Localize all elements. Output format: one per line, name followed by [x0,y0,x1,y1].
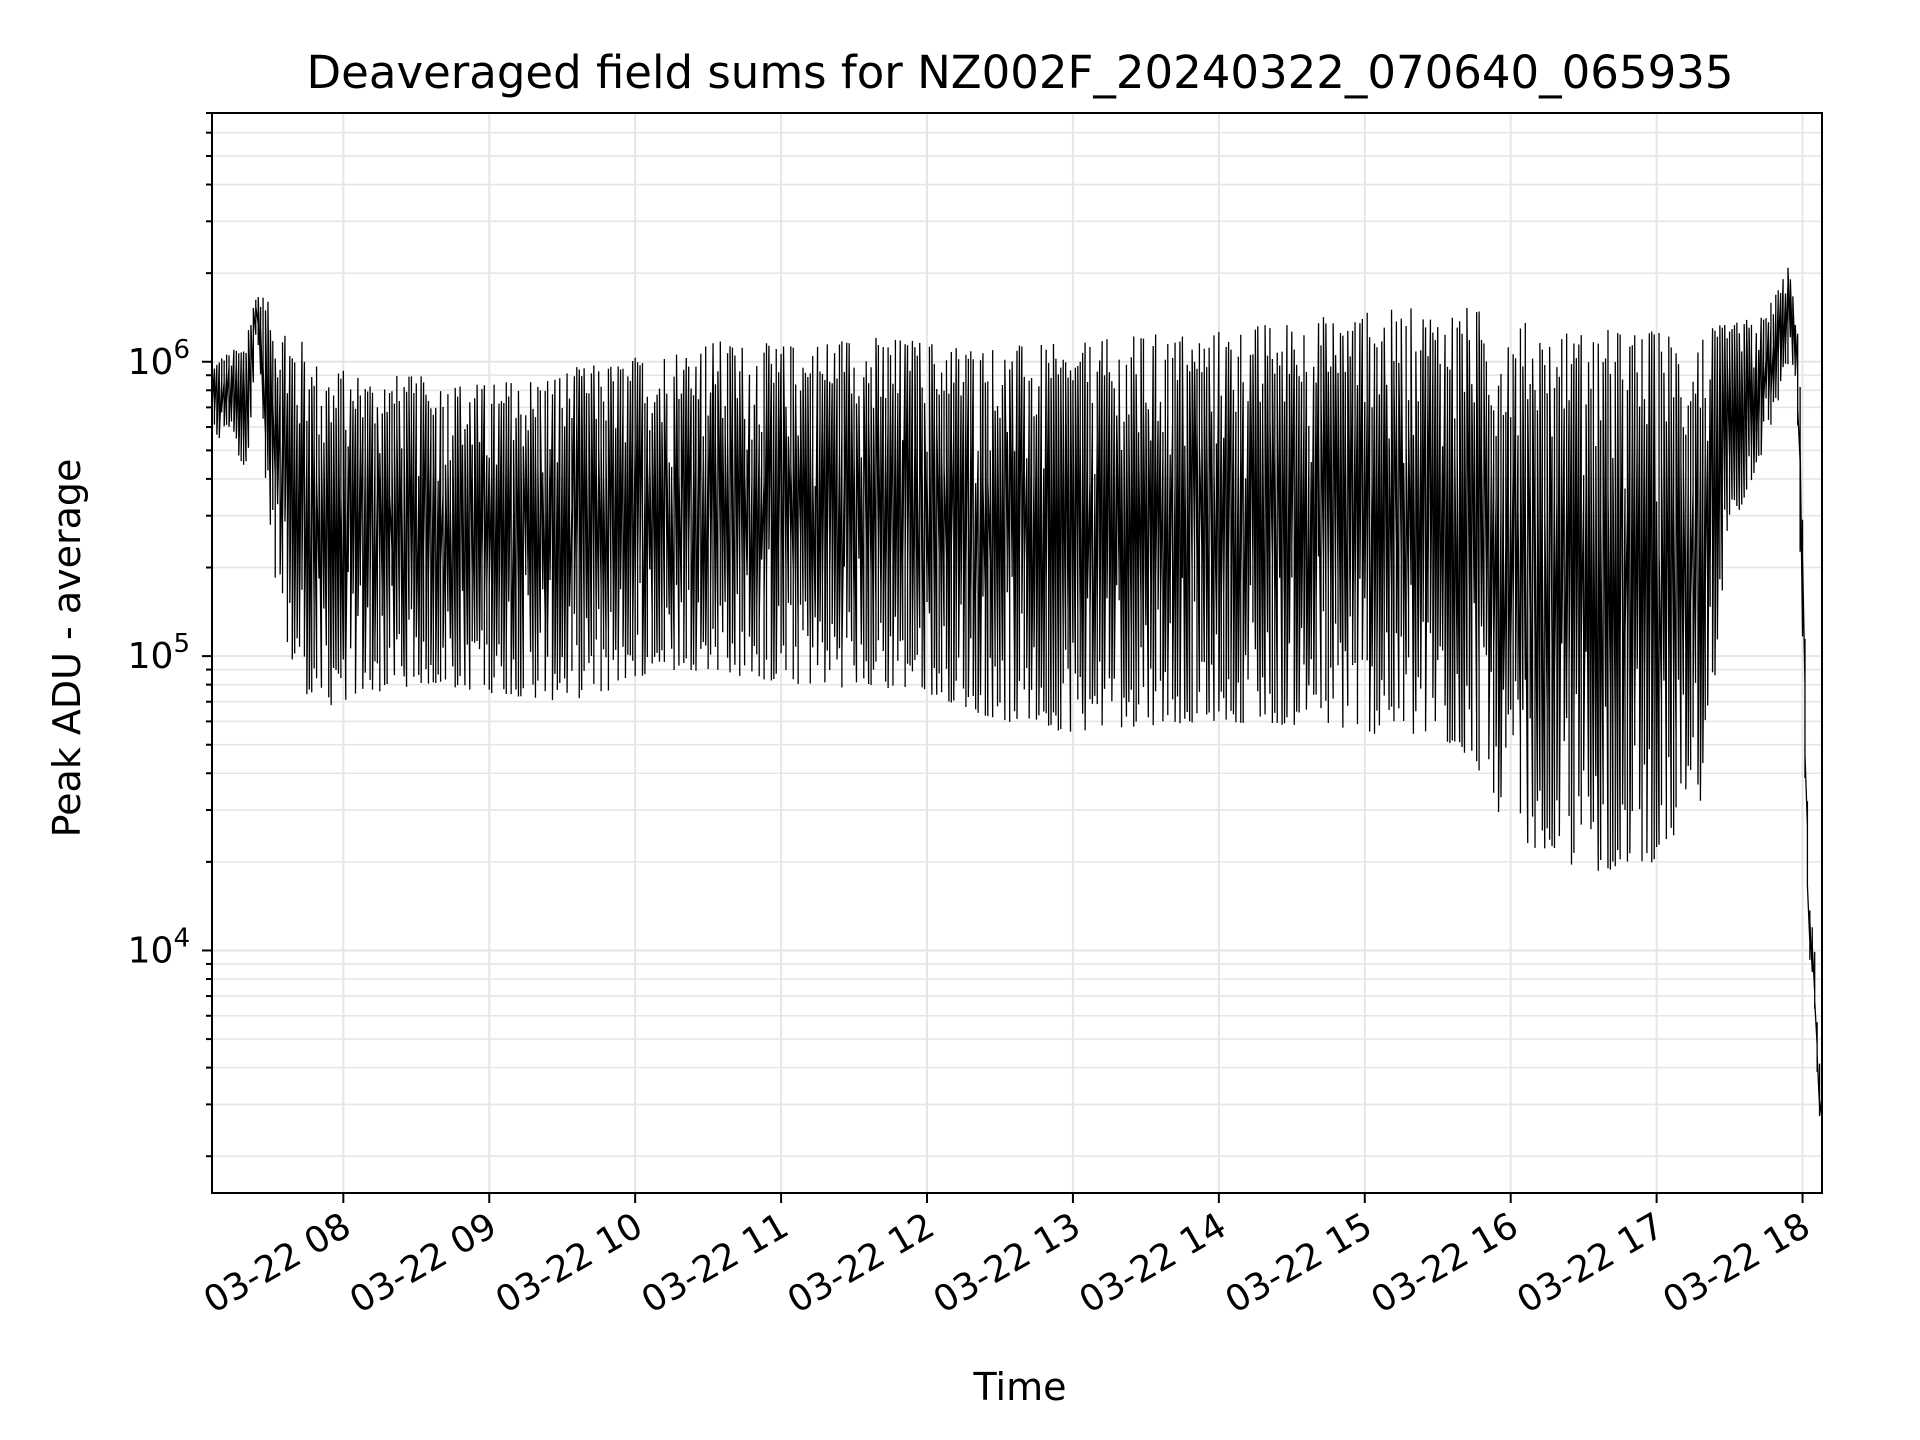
x-tick-label: 03-22 15 [1219,1205,1380,1321]
y-axis: 104 105 106 [128,112,212,1158]
x-tick-label: 03-22 11 [635,1205,796,1321]
x-tick-label: 03-22 13 [927,1205,1088,1321]
x-tick-label: 03-22 09 [343,1205,504,1321]
x-tick-label: 03-22 17 [1510,1205,1671,1321]
series-line [212,267,1822,1117]
chart-title: Deaveraged field sums for NZ002F_2024032… [307,46,1734,99]
y-tick-label: 106 [128,335,190,383]
x-tick-label: 03-22 16 [1365,1205,1526,1321]
y-axis-title: Peak ADU - average [45,459,89,838]
plot-frame [211,112,1823,1194]
y-tick-label: 105 [128,629,190,677]
x-tick-label: 03-22 10 [489,1205,650,1321]
x-tick-label: 03-22 12 [781,1205,942,1321]
x-axis-title: Time [973,1365,1067,1409]
plot-area [212,267,1822,1117]
x-tick-label: 03-22 14 [1073,1205,1234,1321]
x-tick-label: 03-22 08 [197,1205,358,1321]
x-tick-label: 03-22 18 [1656,1205,1817,1321]
y-tick-label: 104 [128,923,190,971]
